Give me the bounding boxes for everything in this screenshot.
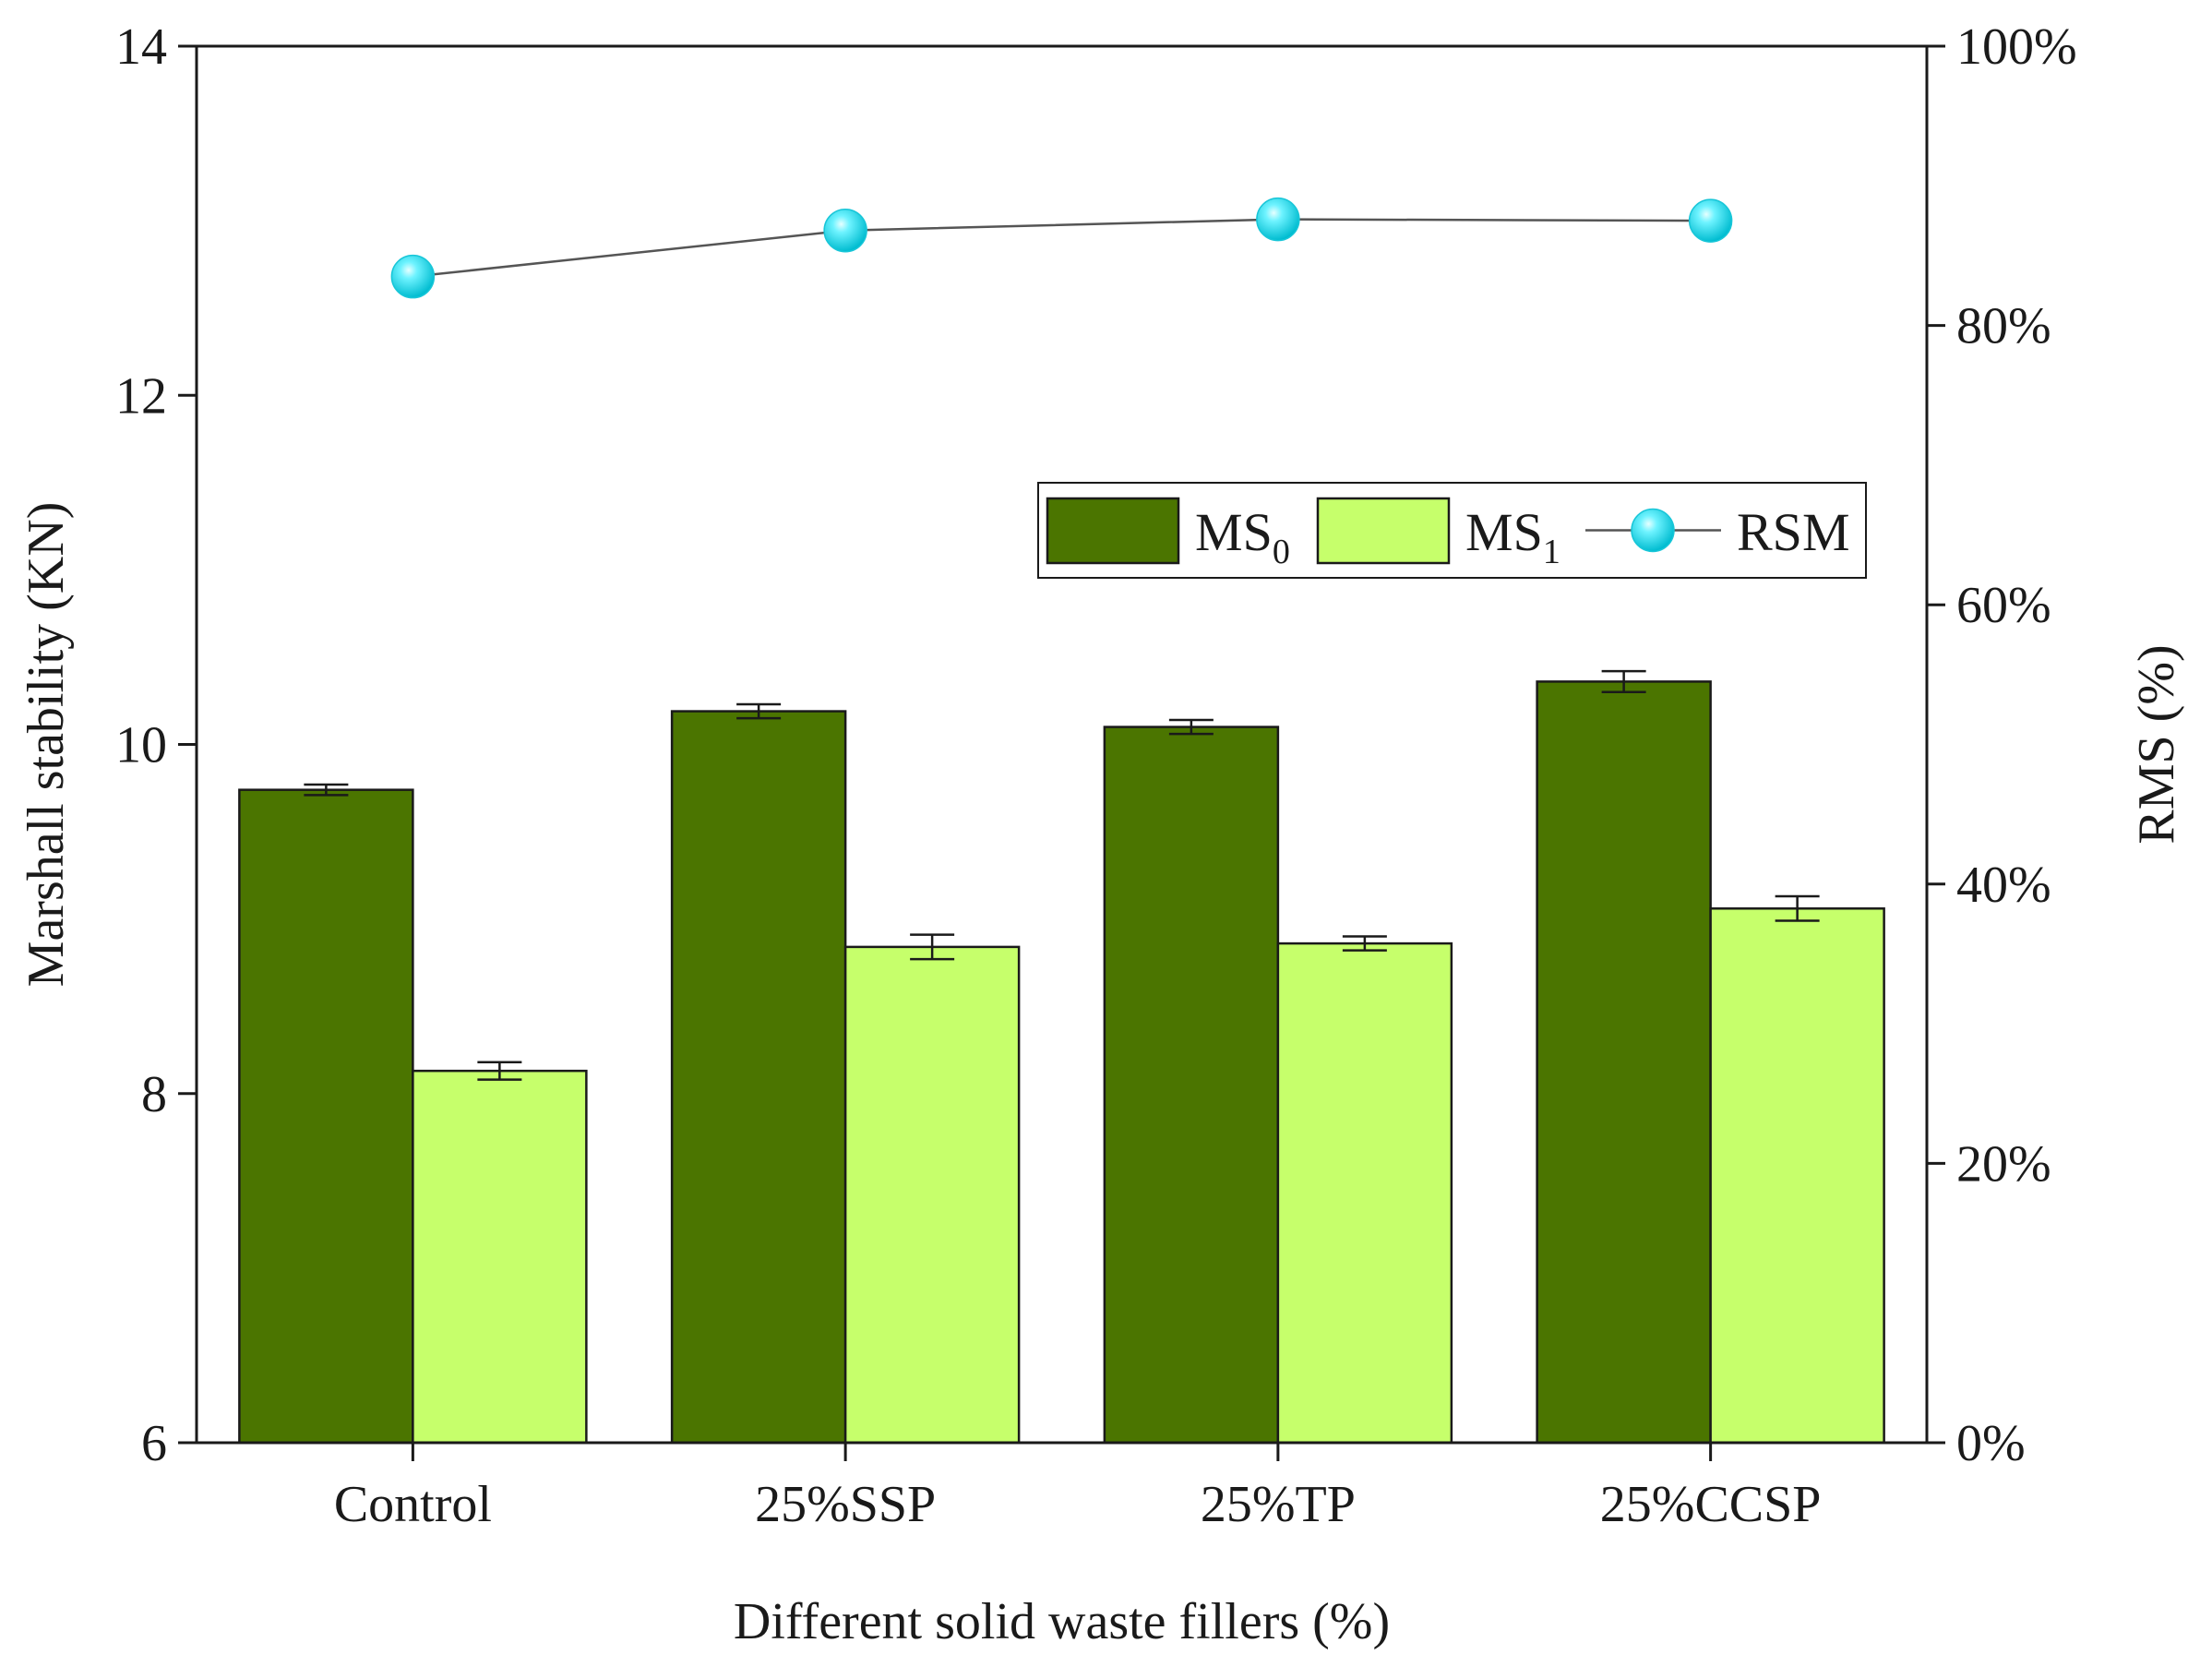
legend-swatch-ms1 <box>1316 497 1451 565</box>
y2-tick-label-1: 20% <box>1956 1135 2051 1193</box>
bar-MS1-3 <box>1709 907 1885 1445</box>
y2-tick-label-3: 60% <box>1956 577 2051 634</box>
legend-label-ms1-sub: 1 <box>1543 533 1560 571</box>
bar-MS0-2 <box>1103 726 1280 1445</box>
bar-MS0-1 <box>670 710 847 1445</box>
y2-axis-title: RMS (%) <box>2128 644 2185 844</box>
y-tick-label-3: 12 <box>115 367 167 425</box>
x-tick-label-3: 25%CCSP <box>1600 1476 1822 1533</box>
x-tick-label-1: 25%SSP <box>755 1476 936 1533</box>
y2-tick-label-0: 0% <box>1956 1415 2026 1472</box>
y2-tick-label-5: 100% <box>1956 18 2077 76</box>
rsm-line <box>413 218 1711 278</box>
bar-MS0-0 <box>238 788 414 1445</box>
legend-label-ms1: MS1 <box>1465 502 1560 571</box>
rsm-point-3 <box>1688 198 1733 243</box>
x-tick-label-2: 25%TP <box>1201 1476 1356 1533</box>
y-tick-label-2: 10 <box>115 717 167 774</box>
rsm-point-1 <box>823 208 867 253</box>
x-tick-label-0: Control <box>334 1476 492 1533</box>
y-tick-label-1: 8 <box>141 1066 167 1123</box>
rsm-point-2 <box>1256 197 1300 242</box>
y2-tick-label-4: 80% <box>1956 298 2051 355</box>
y-tick-label-4: 14 <box>115 18 167 76</box>
bar-MS1-1 <box>843 945 1021 1445</box>
bar-MS1-0 <box>412 1069 588 1445</box>
bar-MS0-3 <box>1536 680 1712 1445</box>
legend-label-ms0-sub: 0 <box>1273 533 1290 571</box>
legend-label-ms0-main: MS <box>1195 502 1273 562</box>
bar-MS1-2 <box>1276 941 1453 1445</box>
legend-marker-rsm <box>1631 508 1675 553</box>
x-axis-title: Different solid waste fillers (%) <box>734 1593 1390 1650</box>
legend-swatch-ms0 <box>1046 497 1180 565</box>
rsm-point-0 <box>390 254 436 299</box>
y-axis-title: Marshall stability (KN) <box>18 502 75 988</box>
legend-label-rsm: RSM <box>1737 502 1850 562</box>
legend-label-ms0: MS0 <box>1195 502 1290 571</box>
legend-label-ms1-main: MS <box>1465 502 1543 562</box>
y-tick-label-0: 6 <box>141 1415 167 1472</box>
y2-tick-label-2: 40% <box>1956 857 2051 914</box>
